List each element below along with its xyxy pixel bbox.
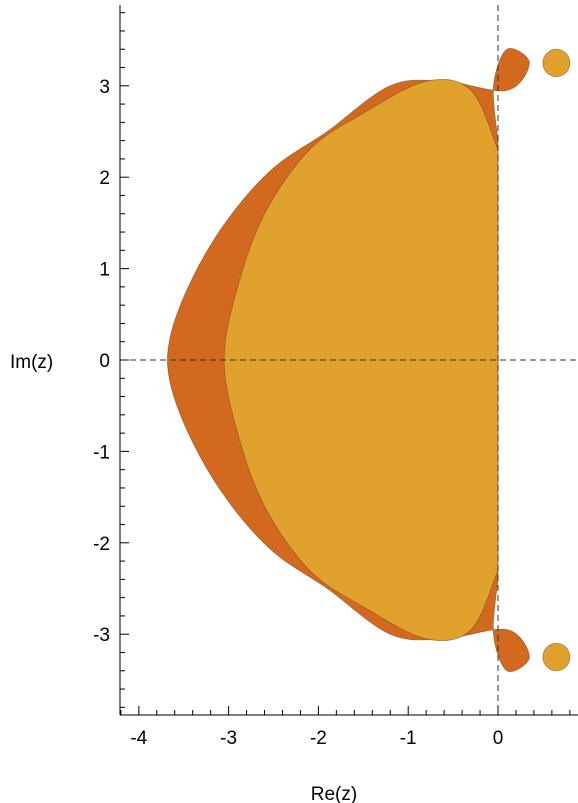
x-tick-label: -2 [310, 728, 327, 749]
y-tick-label: -3 [93, 625, 110, 646]
x-axis-title: Re(z) [311, 784, 357, 803]
y-tick-label: -2 [93, 534, 110, 555]
axes-layer: 3 2 1 0 -1 -2 -3 -4 -3 -2 -1 0 [93, 5, 578, 749]
x-tick-label: -1 [400, 728, 417, 749]
x-tick-label: -4 [130, 728, 147, 749]
region-island-upper [542, 48, 571, 78]
y-tick-label: 0 [99, 351, 110, 372]
y-tick-label: 1 [99, 260, 110, 281]
region-island-lower [542, 642, 571, 672]
y-axis-title: Im(z) [10, 352, 53, 373]
y-tick-label: 2 [99, 168, 110, 189]
regions-layer [167, 48, 571, 672]
y-tick-label: 3 [99, 77, 110, 98]
x-tick-label: -3 [220, 728, 237, 749]
y-tick-label: -1 [93, 442, 110, 463]
x-tick-label: 0 [493, 728, 504, 749]
